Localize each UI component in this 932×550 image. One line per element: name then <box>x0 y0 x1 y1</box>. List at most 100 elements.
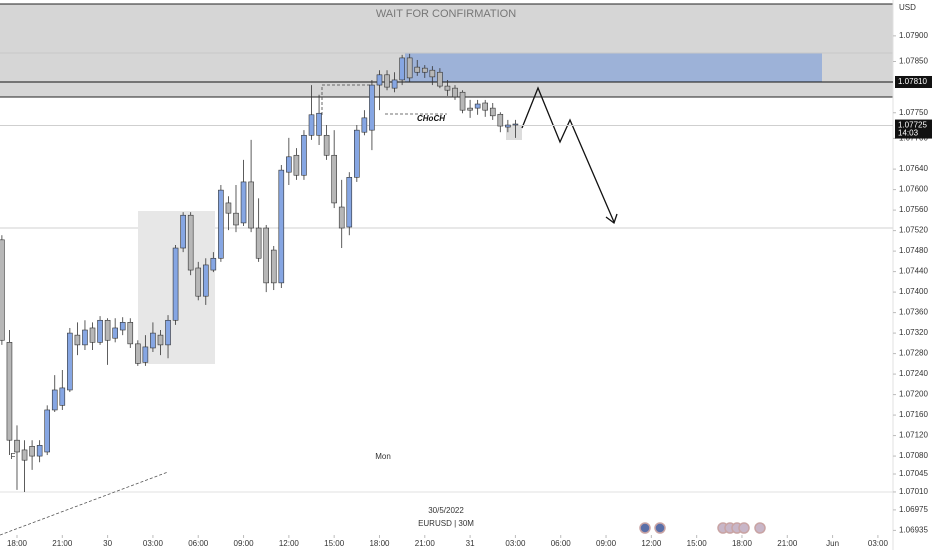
candle-body <box>165 319 171 346</box>
price-tag <box>895 75 932 88</box>
candle-body <box>51 389 58 411</box>
candle-body <box>399 57 405 81</box>
candle-body <box>270 249 277 284</box>
candle-body <box>135 343 141 364</box>
x-tick-label: 03:00 <box>505 539 526 548</box>
candle-body <box>263 227 270 284</box>
candle-body <box>286 156 292 173</box>
y-tick-label: 1.07480 <box>899 246 928 255</box>
x-tick-label: 15:00 <box>687 539 708 548</box>
x-tick-label: 03:00 <box>143 539 164 548</box>
candle-body <box>384 74 390 88</box>
candle-body <box>278 169 285 284</box>
x-tick-label: 18:00 <box>7 539 28 548</box>
candle-body <box>429 69 436 78</box>
countdown-label: 14:03 <box>898 129 919 138</box>
candle-body <box>323 134 330 156</box>
candle-body <box>293 154 300 176</box>
x-tick-label: 06:00 <box>188 539 209 548</box>
candle-body <box>202 264 209 297</box>
candle-body <box>338 206 345 229</box>
y-tick-label: 1.07560 <box>899 205 928 214</box>
candle-body <box>255 227 262 259</box>
y-tick-label: 1.07750 <box>899 108 928 117</box>
candle-body <box>421 67 428 73</box>
candle-body <box>369 84 375 131</box>
candle-body <box>112 327 118 339</box>
candle-body <box>505 124 511 128</box>
y-tick-label: 1.07240 <box>899 369 928 378</box>
candle-body <box>376 74 383 86</box>
arrow-head <box>605 213 618 225</box>
candle-body <box>210 257 217 271</box>
candle-body <box>104 319 111 341</box>
candle-body <box>59 387 66 406</box>
choch-label: CHoCH <box>417 114 445 123</box>
candle-body <box>142 346 149 363</box>
price-tag-label: 1.07810 <box>898 77 927 86</box>
trend-line <box>0 471 169 536</box>
candle-body <box>482 102 489 111</box>
x-tick-label: 06:00 <box>551 539 572 548</box>
candle-body <box>127 322 134 345</box>
x-tick-label: 15:00 <box>324 539 345 548</box>
y-tick-label: 1.07320 <box>899 328 928 337</box>
y-tick-label: 1.07900 <box>899 31 928 40</box>
candle-body <box>225 202 232 214</box>
candle-body <box>354 129 360 178</box>
price-tag <box>895 119 932 139</box>
x-tick-label: 09:00 <box>596 539 617 548</box>
y-tick-label: 1.07400 <box>899 287 928 296</box>
x-tick-label: Jun <box>826 539 839 548</box>
candle-body <box>391 79 398 89</box>
x-tick-label: 12:00 <box>279 539 300 548</box>
candle-body <box>172 247 179 321</box>
session-label: F <box>11 452 16 461</box>
candle-body <box>331 154 337 204</box>
supply-zone <box>405 53 822 82</box>
y-tick-label: 1.07080 <box>899 451 928 460</box>
candle-body <box>44 409 50 453</box>
candle-body <box>89 327 96 343</box>
candle-body <box>74 334 81 346</box>
candle-body <box>474 103 481 109</box>
candle-body <box>437 71 443 87</box>
y-tick-label: 1.06935 <box>899 525 928 534</box>
candle-body <box>233 212 239 226</box>
candle-body <box>414 66 421 73</box>
candle-body <box>406 57 413 79</box>
x-tick-label: 12:00 <box>641 539 662 548</box>
candle-body <box>6 342 13 441</box>
y-tick-label: 1.07640 <box>899 164 928 173</box>
y-tick-label: 1.07600 <box>899 185 928 194</box>
x-tick-label: 18:00 <box>732 539 753 548</box>
candle-body <box>346 177 353 228</box>
candle-body <box>497 113 504 127</box>
x-tick-label: 30 <box>103 539 112 548</box>
candle-body <box>36 445 43 457</box>
y-tick-label: 1.07160 <box>899 410 928 419</box>
candle-body <box>21 449 28 461</box>
candle-body <box>361 117 368 133</box>
currency-label: USD <box>899 3 916 12</box>
candle-body <box>452 87 458 98</box>
x-tick-label: 21:00 <box>777 539 798 548</box>
candle-body <box>82 329 88 346</box>
y-tick-label: 1.06975 <box>899 505 928 514</box>
dashed-line <box>321 84 372 115</box>
candle-body <box>180 214 186 249</box>
candle-body <box>187 214 194 271</box>
candle-body <box>119 322 126 331</box>
y-tick-label: 1.07200 <box>899 390 928 399</box>
candle-body <box>14 439 20 453</box>
candle-body <box>150 332 156 349</box>
candle-body <box>157 334 164 346</box>
candle-body <box>489 107 496 117</box>
candle-body <box>301 134 307 176</box>
candle-body <box>67 332 73 391</box>
y-tick-label: 1.07440 <box>899 267 928 276</box>
zone-label: WAIT FOR CONFIRMATION <box>376 8 516 20</box>
price-tag-label: 1.07725 <box>898 121 927 130</box>
